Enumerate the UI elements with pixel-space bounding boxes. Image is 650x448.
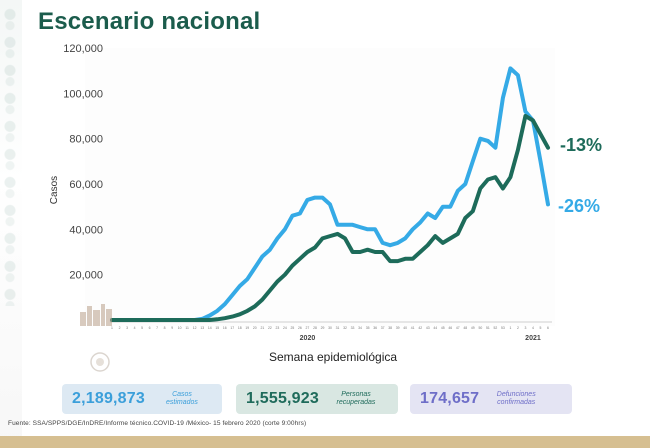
x-tick-label: 7 <box>156 326 158 330</box>
x-tick-label: 18 <box>238 326 242 330</box>
x-tick-label: 15 <box>215 326 219 330</box>
y-tick-label: 40,000 <box>69 224 103 236</box>
x-tick-label: 5 <box>141 326 143 330</box>
x-tick-label: 28 <box>313 326 317 330</box>
x-tick-label: 30 <box>328 326 332 330</box>
x-tick-label: 20 <box>253 326 257 330</box>
x-tick-label: 22 <box>268 326 272 330</box>
x-tick-label: 5 <box>540 326 542 330</box>
x-tick-label: 31 <box>336 326 340 330</box>
x-tick-label: 11 <box>185 326 189 330</box>
y-axis-ticks: 20,000 40,000 60,000 80,000 100,000 120,000 <box>63 43 103 282</box>
x-tick-label: 43 <box>426 326 430 330</box>
y-axis-label: Casos <box>49 176 60 204</box>
x-tick-label: 32 <box>343 326 347 330</box>
x-tick-label: 12 <box>193 326 197 330</box>
x-axis-label: Semana epidemiológica <box>269 350 397 364</box>
x-tick-label: 6 <box>547 326 549 330</box>
defunciones-value: 174,657 <box>420 390 480 407</box>
x-tick-label: 33 <box>351 326 355 330</box>
x-tick-label: 44 <box>433 326 437 330</box>
x-group-label-2021: 2021 <box>525 335 541 342</box>
casos-label: Casos estimados <box>166 391 198 406</box>
series-lines <box>110 66 550 322</box>
x-tick-label: 3 <box>525 326 527 330</box>
summary-card-recuperadas: 1,555,923 Personas recuperadas <box>236 384 398 414</box>
x-tick-label: 29 <box>321 326 325 330</box>
seal-icon <box>90 352 110 372</box>
y-tick-label: 80,000 <box>69 134 103 146</box>
x-tick-label: 46 <box>448 326 452 330</box>
x-tick-label: 1 <box>111 326 113 330</box>
x-tick-label: 38 <box>388 326 392 330</box>
x-tick-label: 37 <box>381 326 385 330</box>
recuperadas-value: 1,555,923 <box>246 390 319 407</box>
page-title: Escenario nacional <box>38 8 261 35</box>
summary-card-casos: 2,189,873 Casos estimados <box>62 384 222 414</box>
x-tick-label: 26 <box>298 326 302 330</box>
x-tick-label: 2 <box>517 326 519 330</box>
series-line-1 <box>110 114 550 322</box>
x-tick-label: 4 <box>134 326 136 330</box>
x-tick-label: 51 <box>486 326 490 330</box>
x-tick-label: 8 <box>164 326 166 330</box>
x-tick-label: 1 <box>509 326 511 330</box>
x-tick-label: 10 <box>178 326 182 330</box>
plot-area <box>85 48 555 326</box>
y-tick-label: 60,000 <box>69 179 103 191</box>
x-tick-label: 39 <box>396 326 400 330</box>
x-tick-label: 27 <box>306 326 310 330</box>
y-tick-label: 120,000 <box>63 43 103 55</box>
x-tick-label: 53 <box>501 326 505 330</box>
x-tick-label: 21 <box>260 326 264 330</box>
x-tick-label: 19 <box>245 326 249 330</box>
x-tick-label: 50 <box>478 326 482 330</box>
x-tick-label: 17 <box>230 326 234 330</box>
decorative-bottom-band <box>0 436 650 448</box>
x-tick-label: 3 <box>126 326 128 330</box>
y-tick-label: 20,000 <box>69 270 103 282</box>
source-footnote: Fuente: SSA/SPPS/DGE/InDRE/Informe técni… <box>8 420 307 427</box>
x-tick-label: 2 <box>119 326 121 330</box>
x-tick-label: 25 <box>291 326 295 330</box>
casos-value: 2,189,873 <box>72 390 145 407</box>
series-end-labels: -26% -13% <box>558 135 602 216</box>
x-tick-label: 48 <box>463 326 467 330</box>
x-tick-label: 49 <box>471 326 475 330</box>
defunciones-label: Defunciones confirmadas <box>496 391 536 406</box>
x-tick-label: 24 <box>283 326 287 330</box>
x-tick-label: 9 <box>171 326 173 330</box>
x-tick-label: 47 <box>456 326 460 330</box>
x-group-label-2020: 2020 <box>300 335 316 342</box>
x-tick-label: 45 <box>441 326 445 330</box>
x-tick-label: 6 <box>149 326 151 330</box>
x-tick-label: 41 <box>411 326 415 330</box>
x-tick-label: 52 <box>493 326 497 330</box>
x-tick-label: 35 <box>366 326 370 330</box>
summary-card-defunciones: 174,657 Defunciones confirmadas <box>410 384 572 414</box>
y-tick-label: 100,000 <box>63 88 103 100</box>
recuperadas-label: Personas recuperadas <box>336 391 376 406</box>
x-tick-label: 34 <box>358 326 362 330</box>
x-tick-label: 36 <box>373 326 377 330</box>
series-end-label-1: -13% <box>560 135 602 155</box>
skyline-decoration <box>80 304 112 326</box>
x-tick-label: 23 <box>275 326 279 330</box>
x-tick-label: 13 <box>200 326 204 330</box>
x-tick-label: 40 <box>403 326 407 330</box>
series-end-label-0: -26% <box>558 196 600 216</box>
decorative-side-band <box>0 0 22 448</box>
x-tick-label: 16 <box>223 326 227 330</box>
x-tick-label: 42 <box>418 326 422 330</box>
x-tick-label: 4 <box>532 326 534 330</box>
x-tick-label: 14 <box>208 326 212 330</box>
